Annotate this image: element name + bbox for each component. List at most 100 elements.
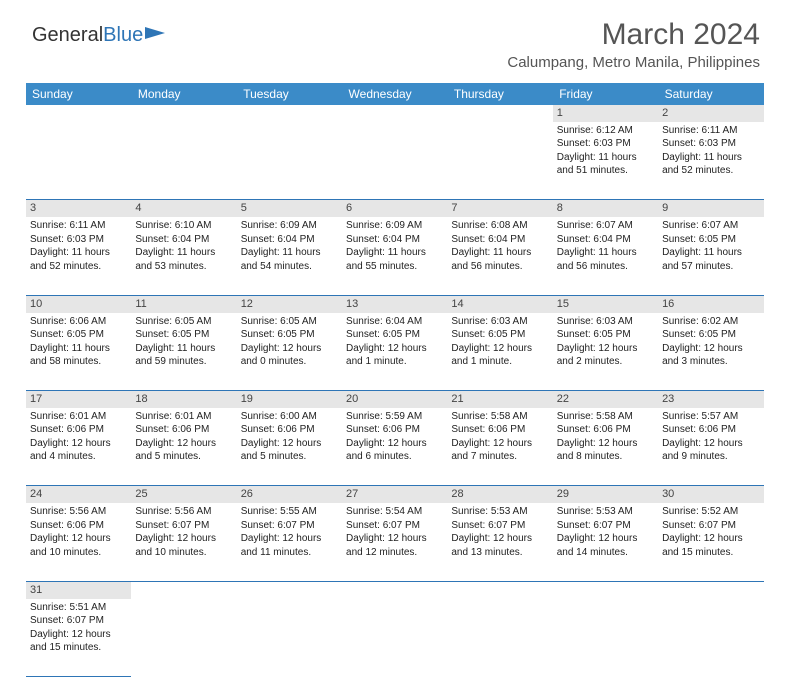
- daylight-text: Daylight: 12 hours and 5 minutes.: [241, 437, 338, 464]
- day-number: [447, 581, 552, 598]
- daylight-text: Daylight: 11 hours and 53 minutes.: [135, 246, 232, 273]
- sunset-text: Sunset: 6:06 PM: [30, 519, 127, 533]
- day-cell: Sunrise: 6:10 AMSunset: 6:04 PMDaylight:…: [131, 217, 236, 295]
- sunset-text: Sunset: 6:03 PM: [557, 137, 654, 151]
- day-number: [26, 105, 131, 122]
- weekday-header: Wednesday: [342, 83, 447, 105]
- day-cell: [131, 599, 236, 677]
- sunrise-text: Sunrise: 6:01 AM: [30, 410, 127, 424]
- daylight-text: Daylight: 12 hours and 13 minutes.: [451, 532, 548, 559]
- week-row: Sunrise: 5:56 AMSunset: 6:06 PMDaylight:…: [26, 503, 764, 581]
- daylight-text: Daylight: 12 hours and 6 minutes.: [346, 437, 443, 464]
- sunrise-text: Sunrise: 6:09 AM: [241, 219, 338, 233]
- daylight-text: Daylight: 12 hours and 15 minutes.: [30, 628, 127, 655]
- title-block: March 2024 Calumpang, Metro Manila, Phil…: [507, 18, 760, 71]
- logo: GeneralBlue: [32, 24, 167, 47]
- daylight-text: Daylight: 11 hours and 59 minutes.: [135, 342, 232, 369]
- day-number: [658, 581, 763, 598]
- sunrise-text: Sunrise: 6:12 AM: [557, 124, 654, 138]
- daylight-text: Daylight: 11 hours and 51 minutes.: [557, 151, 654, 178]
- day-number: 22: [553, 391, 658, 408]
- day-number: 16: [658, 295, 763, 312]
- weekday-header: Thursday: [447, 83, 552, 105]
- day-number: 9: [658, 200, 763, 217]
- daylight-text: Daylight: 12 hours and 8 minutes.: [557, 437, 654, 464]
- sunrise-text: Sunrise: 6:10 AM: [135, 219, 232, 233]
- day-number: [131, 105, 236, 122]
- day-cell: [447, 599, 552, 677]
- sunset-text: Sunset: 6:04 PM: [557, 233, 654, 247]
- day-cell: [342, 122, 447, 200]
- sunrise-text: Sunrise: 5:51 AM: [30, 601, 127, 615]
- daylight-text: Daylight: 12 hours and 10 minutes.: [135, 532, 232, 559]
- sunset-text: Sunset: 6:05 PM: [346, 328, 443, 342]
- daylight-text: Daylight: 12 hours and 12 minutes.: [346, 532, 443, 559]
- weekday-header: Friday: [553, 83, 658, 105]
- day-number: 4: [131, 200, 236, 217]
- day-number: 3: [26, 200, 131, 217]
- day-number: 27: [342, 486, 447, 503]
- page-title: March 2024: [507, 18, 760, 52]
- daynum-row: 17181920212223: [26, 391, 764, 408]
- day-number: 18: [131, 391, 236, 408]
- sunset-text: Sunset: 6:06 PM: [451, 423, 548, 437]
- daylight-text: Daylight: 11 hours and 56 minutes.: [451, 246, 548, 273]
- day-cell: Sunrise: 6:09 AMSunset: 6:04 PMDaylight:…: [237, 217, 342, 295]
- daylight-text: Daylight: 11 hours and 56 minutes.: [557, 246, 654, 273]
- day-number: 19: [237, 391, 342, 408]
- sunrise-text: Sunrise: 5:57 AM: [662, 410, 759, 424]
- daylight-text: Daylight: 12 hours and 1 minute.: [346, 342, 443, 369]
- sunset-text: Sunset: 6:06 PM: [135, 423, 232, 437]
- header: GeneralBlue March 2024 Calumpang, Metro …: [0, 0, 792, 75]
- day-number: [553, 581, 658, 598]
- day-number: 11: [131, 295, 236, 312]
- day-cell: [131, 122, 236, 200]
- daylight-text: Daylight: 11 hours and 58 minutes.: [30, 342, 127, 369]
- daylight-text: Daylight: 12 hours and 15 minutes.: [662, 532, 759, 559]
- day-cell: Sunrise: 5:57 AMSunset: 6:06 PMDaylight:…: [658, 408, 763, 486]
- logo-text-2: Blue: [103, 24, 143, 47]
- sunset-text: Sunset: 6:05 PM: [662, 233, 759, 247]
- day-cell: Sunrise: 5:54 AMSunset: 6:07 PMDaylight:…: [342, 503, 447, 581]
- day-number: 10: [26, 295, 131, 312]
- sunset-text: Sunset: 6:06 PM: [346, 423, 443, 437]
- day-cell: Sunrise: 6:05 AMSunset: 6:05 PMDaylight:…: [131, 313, 236, 391]
- sunset-text: Sunset: 6:07 PM: [241, 519, 338, 533]
- sunrise-text: Sunrise: 6:07 AM: [662, 219, 759, 233]
- day-number: 2: [658, 105, 763, 122]
- daynum-row: 12: [26, 105, 764, 122]
- day-cell: Sunrise: 6:08 AMSunset: 6:04 PMDaylight:…: [447, 217, 552, 295]
- day-number: 29: [553, 486, 658, 503]
- sunset-text: Sunset: 6:04 PM: [451, 233, 548, 247]
- day-number: [237, 105, 342, 122]
- day-number: [342, 105, 447, 122]
- day-number: 17: [26, 391, 131, 408]
- day-cell: [658, 599, 763, 677]
- sunset-text: Sunset: 6:04 PM: [346, 233, 443, 247]
- day-number: 14: [447, 295, 552, 312]
- sunrise-text: Sunrise: 6:04 AM: [346, 315, 443, 329]
- sunset-text: Sunset: 6:06 PM: [241, 423, 338, 437]
- sunrise-text: Sunrise: 6:03 AM: [557, 315, 654, 329]
- day-cell: Sunrise: 5:58 AMSunset: 6:06 PMDaylight:…: [553, 408, 658, 486]
- day-cell: Sunrise: 6:07 AMSunset: 6:05 PMDaylight:…: [658, 217, 763, 295]
- day-cell: Sunrise: 6:04 AMSunset: 6:05 PMDaylight:…: [342, 313, 447, 391]
- day-number: 15: [553, 295, 658, 312]
- day-number: 31: [26, 581, 131, 598]
- day-cell: Sunrise: 5:56 AMSunset: 6:07 PMDaylight:…: [131, 503, 236, 581]
- day-number: 12: [237, 295, 342, 312]
- page-subtitle: Calumpang, Metro Manila, Philippines: [507, 54, 760, 71]
- sunrise-text: Sunrise: 6:00 AM: [241, 410, 338, 424]
- daynum-row: 3456789: [26, 200, 764, 217]
- sunset-text: Sunset: 6:07 PM: [557, 519, 654, 533]
- daylight-text: Daylight: 12 hours and 3 minutes.: [662, 342, 759, 369]
- daylight-text: Daylight: 12 hours and 4 minutes.: [30, 437, 127, 464]
- sunrise-text: Sunrise: 6:05 AM: [241, 315, 338, 329]
- day-cell: Sunrise: 5:56 AMSunset: 6:06 PMDaylight:…: [26, 503, 131, 581]
- day-cell: Sunrise: 6:09 AMSunset: 6:04 PMDaylight:…: [342, 217, 447, 295]
- sunrise-text: Sunrise: 6:06 AM: [30, 315, 127, 329]
- day-number: [237, 581, 342, 598]
- day-cell: Sunrise: 6:11 AMSunset: 6:03 PMDaylight:…: [26, 217, 131, 295]
- day-number: [131, 581, 236, 598]
- day-cell: Sunrise: 5:58 AMSunset: 6:06 PMDaylight:…: [447, 408, 552, 486]
